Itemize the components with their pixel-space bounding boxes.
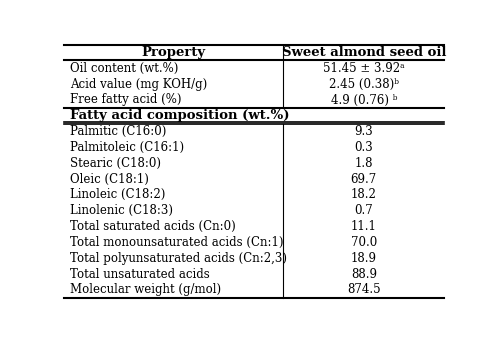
Text: Oleic (C18:1): Oleic (C18:1) (69, 173, 149, 186)
Text: Acid value (mg KOH/g): Acid value (mg KOH/g) (69, 78, 207, 91)
Text: Linolenic (C18:3): Linolenic (C18:3) (69, 204, 173, 217)
Text: 11.1: 11.1 (351, 220, 376, 233)
Text: 88.9: 88.9 (351, 267, 377, 281)
Text: 70.0: 70.0 (351, 236, 377, 249)
Text: Property: Property (141, 46, 205, 59)
Text: Linoleic (C18:2): Linoleic (C18:2) (69, 188, 165, 201)
Text: 0.3: 0.3 (354, 141, 373, 154)
Text: 18.2: 18.2 (351, 188, 376, 201)
Text: 0.7: 0.7 (354, 204, 373, 217)
Text: Total unsaturated acids: Total unsaturated acids (69, 267, 209, 281)
Text: Free fatty acid (%): Free fatty acid (%) (69, 94, 181, 106)
Text: Total saturated acids (Cn:0): Total saturated acids (Cn:0) (69, 220, 236, 233)
Text: 874.5: 874.5 (347, 283, 380, 296)
Text: Stearic (C18:0): Stearic (C18:0) (69, 157, 161, 170)
Text: Palmitic (C16:0): Palmitic (C16:0) (69, 125, 166, 138)
Text: Total monounsaturated acids (Cn:1): Total monounsaturated acids (Cn:1) (69, 236, 283, 249)
Text: 51.45 ± 3.92ᵃ: 51.45 ± 3.92ᵃ (323, 62, 405, 75)
Text: 69.7: 69.7 (351, 173, 377, 186)
Text: 9.3: 9.3 (354, 125, 373, 138)
Text: 1.8: 1.8 (355, 157, 373, 170)
Text: 18.9: 18.9 (351, 252, 377, 265)
Text: 2.45 (0.38)ᵇ: 2.45 (0.38)ᵇ (329, 78, 399, 91)
Text: Palmitoleic (C16:1): Palmitoleic (C16:1) (69, 141, 184, 154)
Text: Fatty acid composition (wt.%): Fatty acid composition (wt.%) (69, 109, 289, 122)
Text: Total polyunsaturated acids (Cn:2,3): Total polyunsaturated acids (Cn:2,3) (69, 252, 287, 265)
Text: Oil content (wt.%): Oil content (wt.%) (69, 62, 178, 75)
Text: Molecular weight (g/mol): Molecular weight (g/mol) (69, 283, 221, 296)
Text: 4.9 (0.76) ᵇ: 4.9 (0.76) ᵇ (330, 94, 397, 106)
Text: Sweet almond seed oil: Sweet almond seed oil (282, 46, 446, 59)
